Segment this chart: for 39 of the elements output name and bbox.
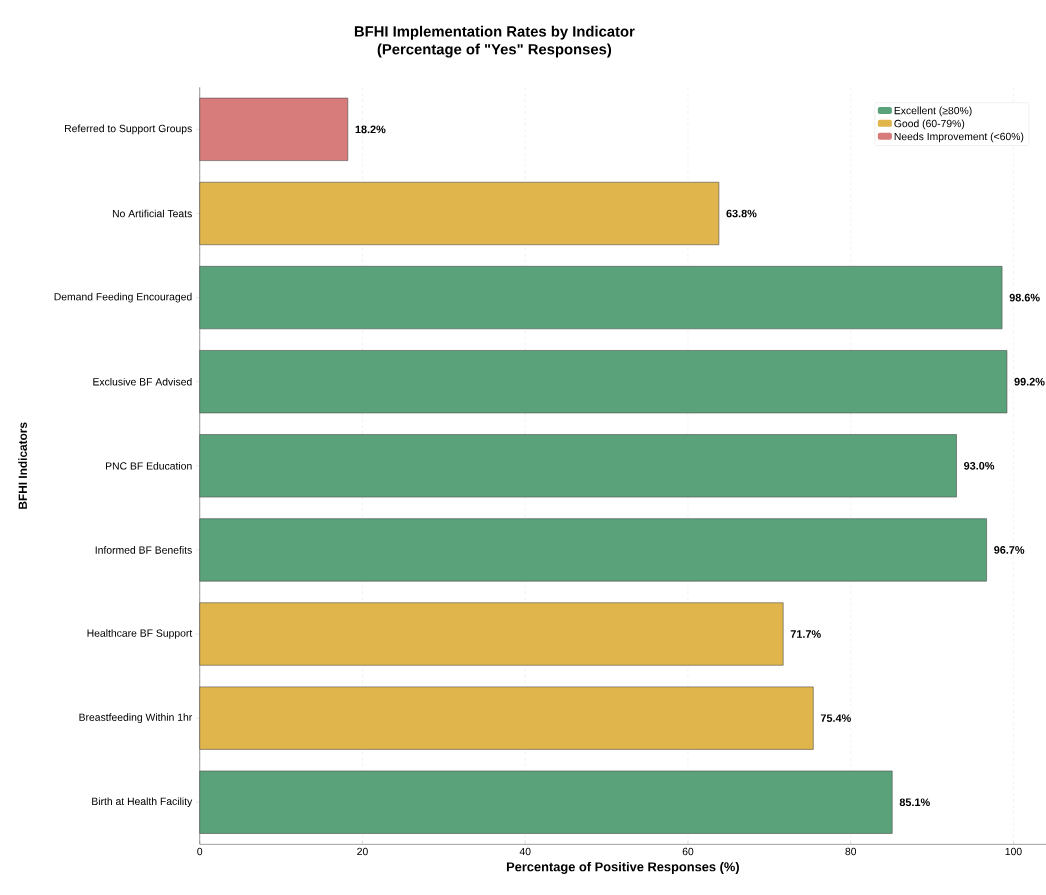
y-tick-label: Exclusive BF Advised [93,377,192,386]
bar [199,434,957,498]
y-tick-label: Informed BF Benefits [95,546,192,554]
data-label: 99.2% [1014,377,1045,386]
x-tick-label: 20 [357,847,368,856]
x-tick-label: 60 [682,847,694,856]
bar [199,686,814,750]
bar [199,770,893,834]
y-tick-label: Breastfeeding Within 1hr [79,713,193,724]
legend-label: Good (60-79%) [894,119,965,130]
data-label: 18.2% [355,125,386,134]
bar [199,350,1008,414]
x-tick-label: 40 [519,847,531,856]
y-tick-label: Demand Feeding Encouraged [54,292,192,303]
y-tick-label: PNC BF Education [106,462,192,470]
x-tick-label: 80 [845,847,857,856]
y-axis-title: BFHI Indicators [18,422,27,509]
data-label: 75.4% [820,714,851,723]
data-label: 85.1% [899,798,930,807]
bar [199,602,784,666]
x-tick-label: 100 [1005,847,1022,856]
bar [199,97,349,161]
x-axis-title: Percentage of Positive Responses (%) [506,861,739,875]
bar [199,266,1003,330]
legend-label: Needs Improvement (<60%) [894,132,1024,143]
data-label: 93.0% [964,462,995,470]
chart-title: BFHI Implementation Rates by Indicator (Percentage of "Yes" Responses) [354,25,635,58]
bar [199,518,987,582]
bar [199,181,720,246]
data-label: 98.6% [1009,293,1040,302]
legend-label: Excellent (≥80%) [894,106,972,117]
data-label: 71.7% [790,630,821,638]
y-tick-label: Referred to Support Groups [65,124,192,135]
data-label: 63.8% [726,209,757,218]
y-tick-label: Birth at Health Facility [92,797,193,808]
data-label: 96.7% [994,546,1025,554]
y-tick-label: No Artificial Teats [112,209,192,218]
y-tick-label: Healthcare BF Support [87,629,193,639]
x-tick-label: 0 [197,847,203,856]
